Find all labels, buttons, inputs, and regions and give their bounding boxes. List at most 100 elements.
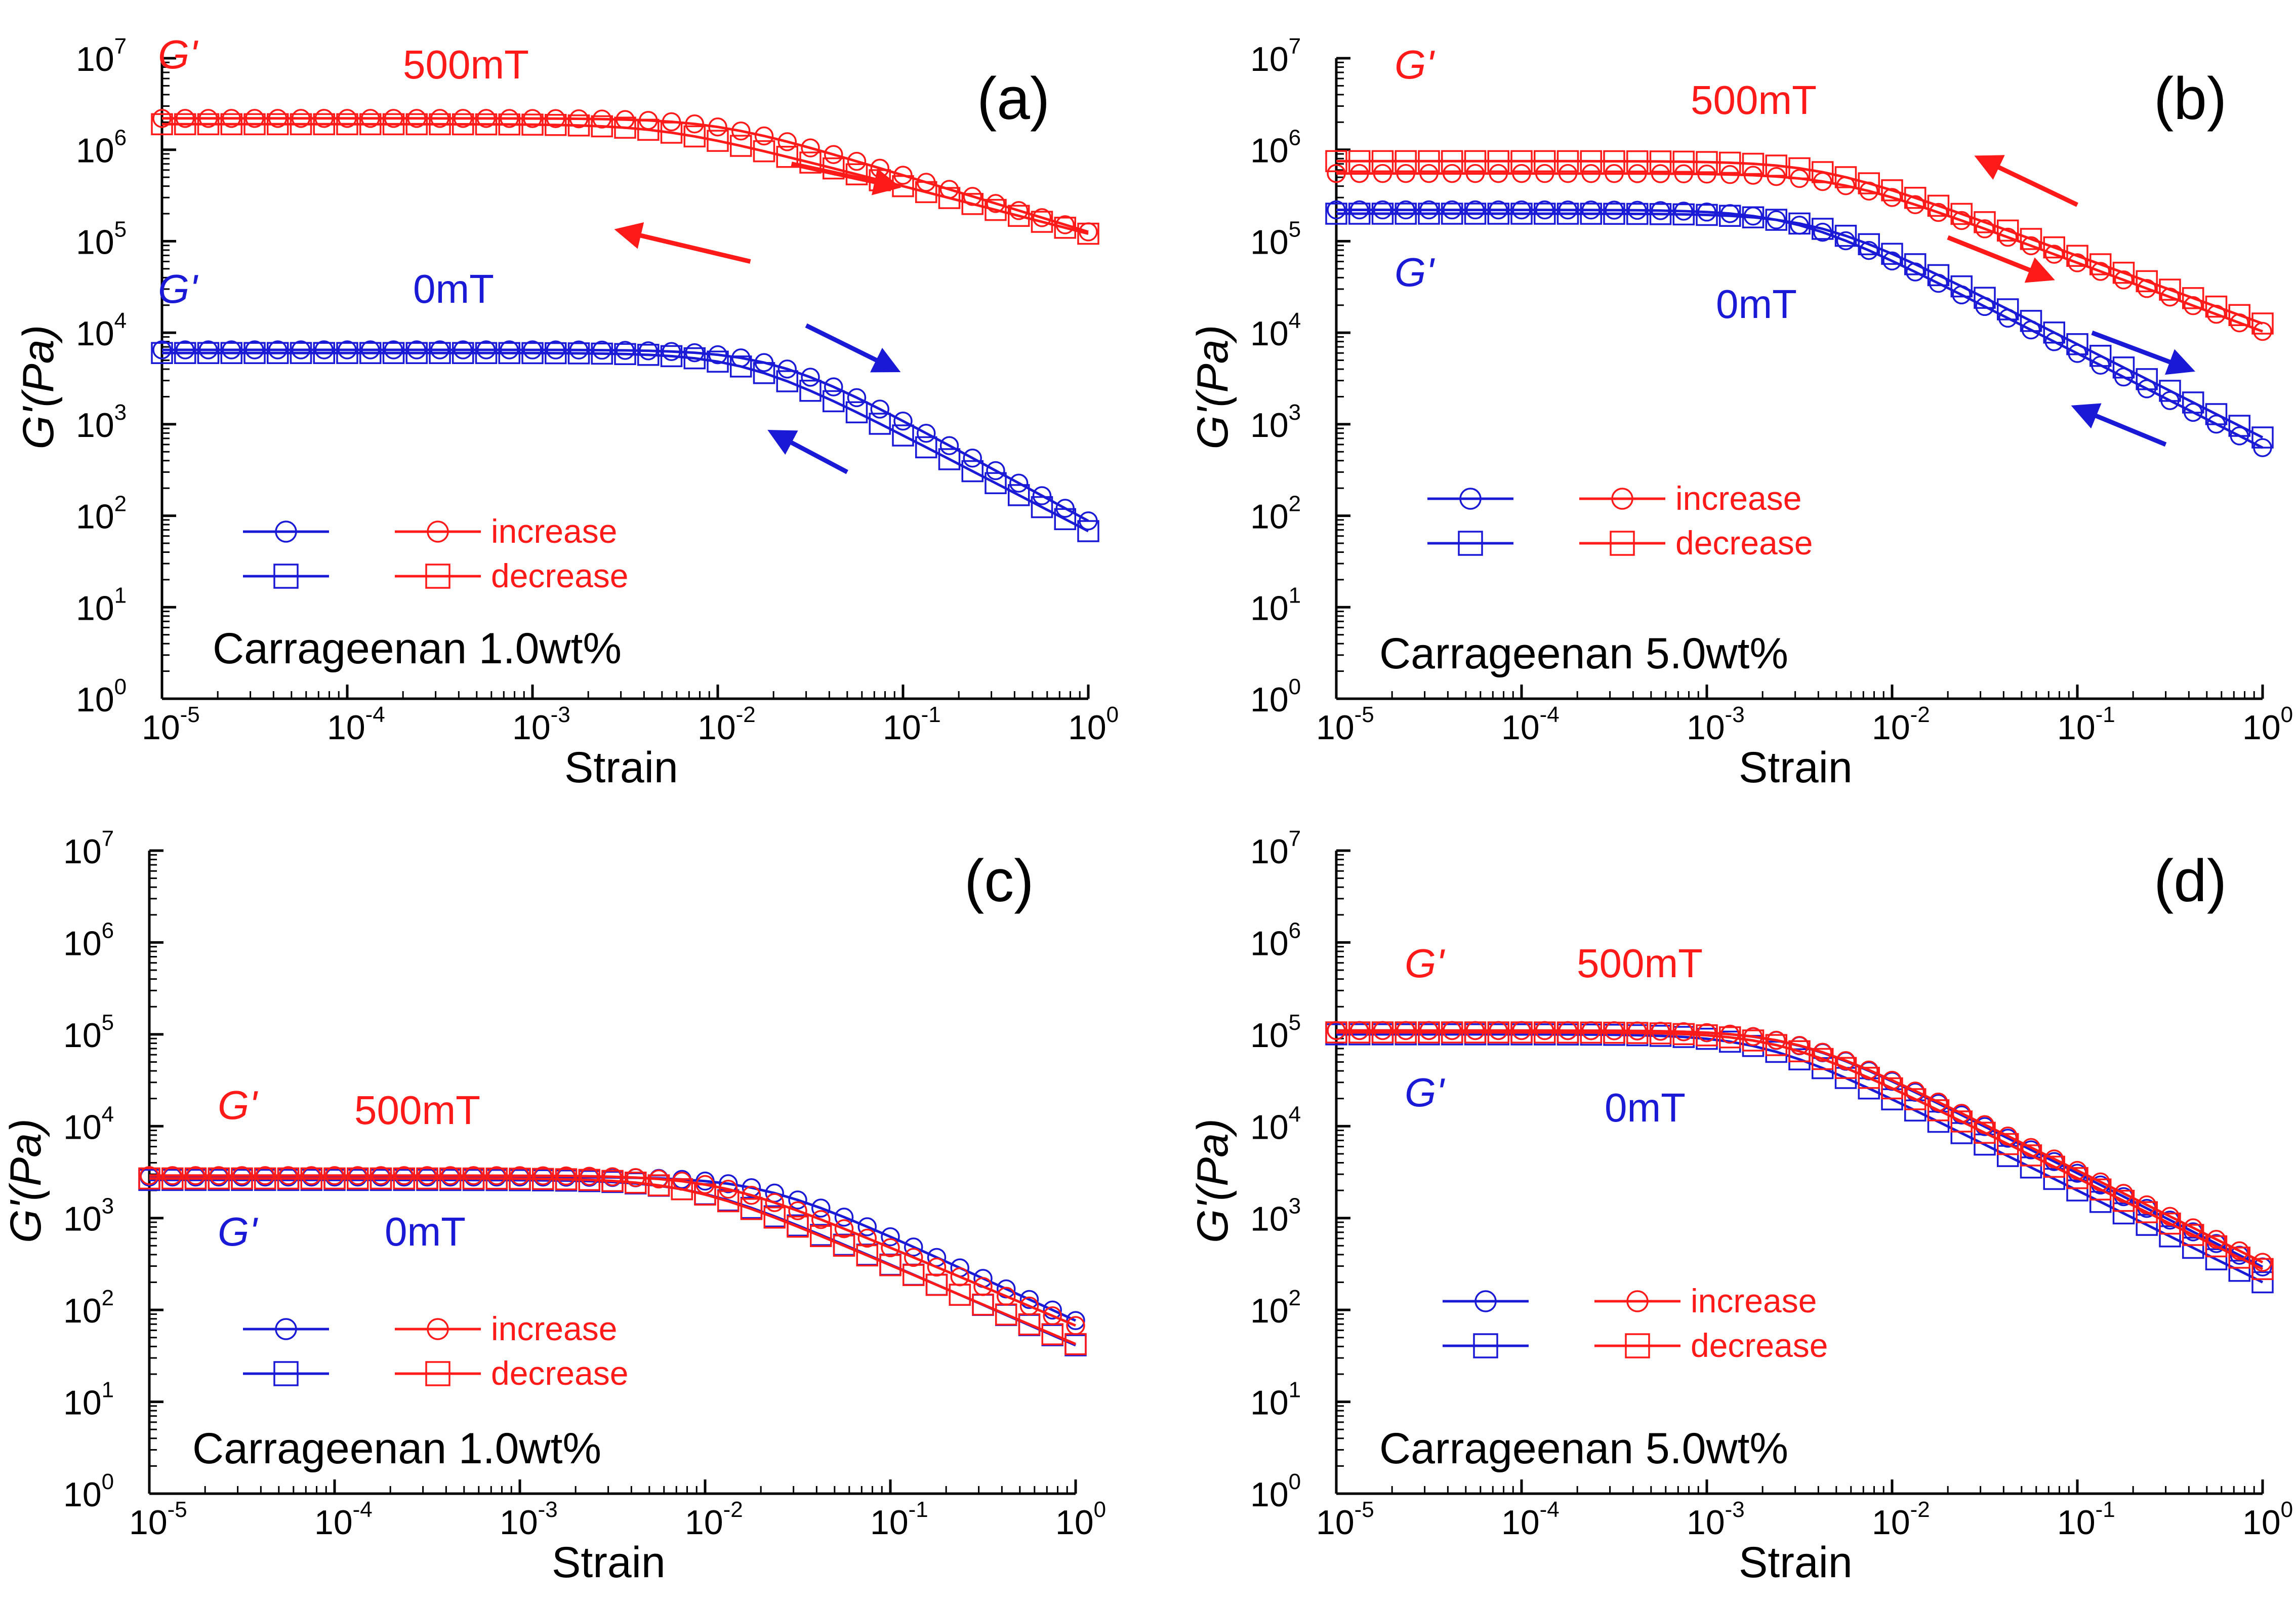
x-axis-title: Strain	[564, 743, 678, 792]
data-point-square	[1788, 157, 1811, 180]
data-point-square	[625, 1172, 647, 1194]
data-point-square	[1008, 484, 1030, 506]
y-tick-base: 10	[63, 924, 102, 963]
x-tick-base: 10	[1872, 1503, 1910, 1542]
data-point-square	[1031, 211, 1053, 233]
data-point-square	[1064, 1334, 1087, 1356]
series-magnet-decrease	[151, 113, 1099, 245]
data-point-square	[892, 424, 914, 447]
data-point-circle	[765, 1193, 784, 1212]
direction-arrow-icon	[1947, 235, 2055, 283]
data-point-square	[2182, 391, 2204, 414]
y-tick-base: 10	[63, 1292, 102, 1330]
legend-marker-circle	[427, 520, 449, 543]
legend: increase decrease	[243, 1310, 629, 1392]
data-point-square	[2205, 1235, 2228, 1258]
x-tick-label: 100	[2242, 1497, 2293, 1542]
data-point-square	[2043, 322, 2065, 344]
data-point-square	[267, 113, 289, 136]
data-point-square	[1418, 150, 1440, 173]
data-point-circle	[232, 1166, 252, 1185]
data-point-circle	[963, 448, 982, 468]
data-point-circle	[1674, 202, 1693, 221]
y-tick-base: 10	[1250, 1016, 1289, 1055]
data-point-square	[151, 342, 173, 364]
y-tick-base: 10	[1250, 680, 1289, 719]
data-point-square	[2043, 1155, 2065, 1178]
x-tick-label: 10-4	[327, 702, 385, 747]
data-point-circle	[430, 109, 449, 128]
data-point-square	[776, 146, 798, 168]
data-point-circle	[2114, 270, 2134, 290]
x-tick-label: 10-1	[883, 702, 941, 747]
x-tick-label: 10-3	[500, 1497, 558, 1542]
x-tick-exponent: -4	[365, 702, 385, 727]
data-point-square	[2089, 253, 2112, 275]
data-point-square	[961, 460, 983, 483]
data-point-circle	[847, 151, 867, 171]
legend-label: increase	[1675, 479, 1801, 517]
data-point-circle	[1882, 188, 1902, 207]
data-point-circle	[1443, 164, 1462, 183]
data-point-square	[1974, 1122, 1996, 1144]
y-tick-label: 106	[76, 126, 127, 170]
data-point-square	[1672, 1023, 1695, 1046]
data-point-square	[267, 342, 289, 364]
data-point-square	[2020, 1156, 2042, 1179]
data-point-square	[429, 342, 451, 365]
data-point-circle	[1032, 486, 1052, 505]
data-point-circle	[1350, 164, 1369, 183]
data-point-square	[2159, 380, 2181, 402]
data-point-square	[1881, 1077, 1903, 1100]
data-point-square	[336, 113, 358, 136]
data-point-circle	[1975, 219, 1994, 238]
data-point-square	[1834, 166, 1857, 188]
legend-marker-square	[1625, 1333, 1650, 1358]
annotation-field: 0mT	[385, 1209, 466, 1254]
data-point-circle	[1697, 1023, 1716, 1043]
data-point-circle	[1558, 200, 1578, 220]
y-tick-label: 101	[76, 583, 127, 627]
legend-label: decrease	[491, 1354, 629, 1392]
x-tick-label: 10-5	[129, 1497, 187, 1542]
data-point-circle	[685, 114, 704, 134]
data-point-square	[1510, 203, 1533, 225]
data-point-square	[799, 151, 822, 174]
y-tick-label: 100	[63, 1469, 114, 1514]
data-point-square	[2251, 1258, 2274, 1280]
data-point-square	[1904, 1088, 1926, 1110]
data-point-square	[313, 113, 335, 136]
y-tick-exponent: 3	[1289, 1194, 1301, 1219]
series-line	[1336, 159, 2263, 325]
data-point-circle	[592, 340, 611, 360]
data-point-square	[1371, 1021, 1394, 1044]
annotation-field: 0mT	[413, 266, 494, 311]
data-point-circle	[811, 1210, 831, 1229]
data-point-circle	[1512, 200, 1531, 220]
data-point-circle	[893, 411, 913, 431]
annotation-g-prime: G'	[1395, 250, 1435, 295]
x-tick-exponent: -3	[1725, 1497, 1745, 1522]
y-tick-base: 10	[76, 314, 114, 353]
data-point-square	[1719, 1026, 1741, 1049]
x-tick-base: 10	[2057, 708, 2096, 747]
data-point-square	[1812, 218, 1834, 240]
data-point-circle	[834, 1219, 854, 1238]
x-tick-label: 10-1	[2057, 1497, 2115, 1542]
data-point-square	[197, 113, 220, 136]
annotation-g-prime: G'	[1405, 1070, 1445, 1115]
data-point-square	[591, 115, 613, 138]
data-point-square	[1719, 151, 1741, 174]
data-point-circle	[2184, 1218, 2203, 1237]
data-point-square	[2182, 1224, 2204, 1246]
data-point-square	[753, 362, 775, 384]
data-point-circle	[917, 423, 936, 443]
y-tick-exponent: 4	[1289, 1102, 1301, 1127]
y-tick-exponent: 7	[102, 826, 114, 851]
y-tick-label: 104	[1250, 308, 1301, 353]
sample-label: Carrageenan 5.0wt%	[1379, 629, 1788, 678]
data-point-square	[300, 1167, 322, 1190]
y-tick-base: 10	[1250, 832, 1289, 871]
data-point-square	[1580, 150, 1602, 173]
data-point-square	[1348, 203, 1371, 225]
